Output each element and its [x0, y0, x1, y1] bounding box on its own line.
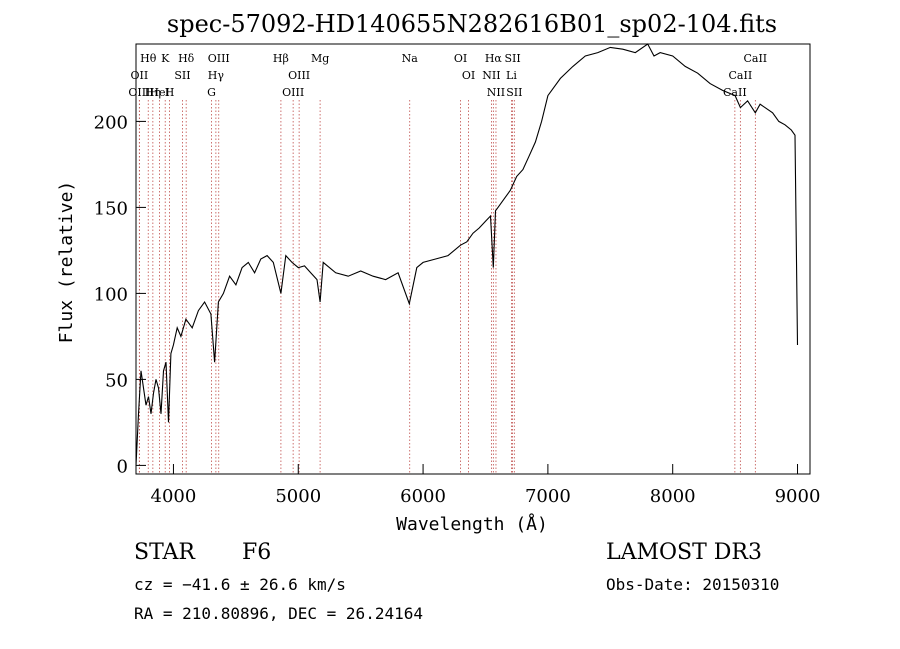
- plot-frame: [135, 43, 811, 475]
- obs-date: Obs-Date: 20150310: [606, 575, 780, 594]
- emission-line-label: Na: [402, 52, 419, 65]
- emission-line-label: Mg: [311, 52, 329, 65]
- x-tick-label: 7000: [525, 486, 571, 507]
- x-axis-label: Wavelength (Å): [396, 513, 548, 535]
- emission-line-label: SII: [174, 69, 190, 82]
- emission-line-label: CaII: [729, 69, 753, 82]
- emission-line-label: Hγ: [208, 69, 225, 82]
- emission-line-label: Hβ: [273, 52, 289, 65]
- emission-line-labels: HθOIIOIIIKHeIHηHδSIIHOIIIHγGHβOIIIOIIIMg…: [128, 52, 767, 99]
- x-axis-ticks: 4000 5000 6000 7000 8000 9000: [151, 464, 821, 507]
- y-tick-label: 200: [94, 112, 128, 133]
- emission-line-label: Hδ: [178, 52, 195, 65]
- emission-line-label: OI: [462, 69, 475, 82]
- object-class: STAR: [134, 540, 195, 565]
- ra-dec: RA = 210.80896, DEC = 26.24164: [134, 604, 423, 623]
- emission-line-label: Hα: [485, 52, 503, 65]
- y-axis-label: Flux (relative): [56, 181, 77, 344]
- chart-title: spec-57092-HD140655N282616B01_sp02-104.f…: [167, 10, 777, 38]
- emission-line-label: NII: [482, 69, 500, 82]
- emission-line-label: OIII: [128, 86, 150, 99]
- emission-line-label: CaII: [723, 86, 747, 99]
- emission-line-markers: [138, 100, 756, 474]
- y-tick-label: 50: [105, 370, 128, 391]
- emission-line-label: OI: [454, 52, 467, 65]
- emission-line-label: Hη: [145, 86, 161, 99]
- emission-line-label: SII: [504, 52, 520, 65]
- emission-line-label: Li: [506, 69, 517, 82]
- emission-line-label: OII: [131, 69, 149, 82]
- emission-line-label: OIII: [282, 86, 304, 99]
- object-subclass: F6: [242, 540, 272, 565]
- emission-line-label: HeI: [149, 86, 169, 99]
- x-tick-label: 5000: [275, 486, 321, 507]
- emission-line-label: NII: [487, 86, 505, 99]
- emission-line-label: CaII: [743, 52, 767, 65]
- x-tick-label: 4000: [151, 486, 197, 507]
- y-axis-ticks: 0 50 100 150 200: [94, 112, 146, 477]
- emission-line-label: OIII: [208, 52, 230, 65]
- x-tick-label: 9000: [775, 486, 821, 507]
- x-tick-label: 8000: [650, 486, 696, 507]
- emission-line-label: Hθ: [140, 52, 157, 65]
- emission-line-label: H: [165, 86, 175, 99]
- emission-line-label: SII: [506, 86, 522, 99]
- emission-line-label: G: [207, 86, 216, 99]
- y-tick-label: 0: [117, 456, 128, 477]
- y-tick-label: 100: [94, 284, 128, 305]
- spectrum-line: [135, 43, 799, 466]
- x-tick-label: 6000: [400, 486, 446, 507]
- redshift-cz: cz = −41.6 ± 26.6 km/s: [134, 575, 346, 594]
- survey-name: LAMOST DR3: [606, 540, 762, 565]
- emission-line-label: OIII: [288, 69, 310, 82]
- emission-line-label: K: [161, 52, 170, 65]
- y-tick-label: 150: [94, 198, 128, 219]
